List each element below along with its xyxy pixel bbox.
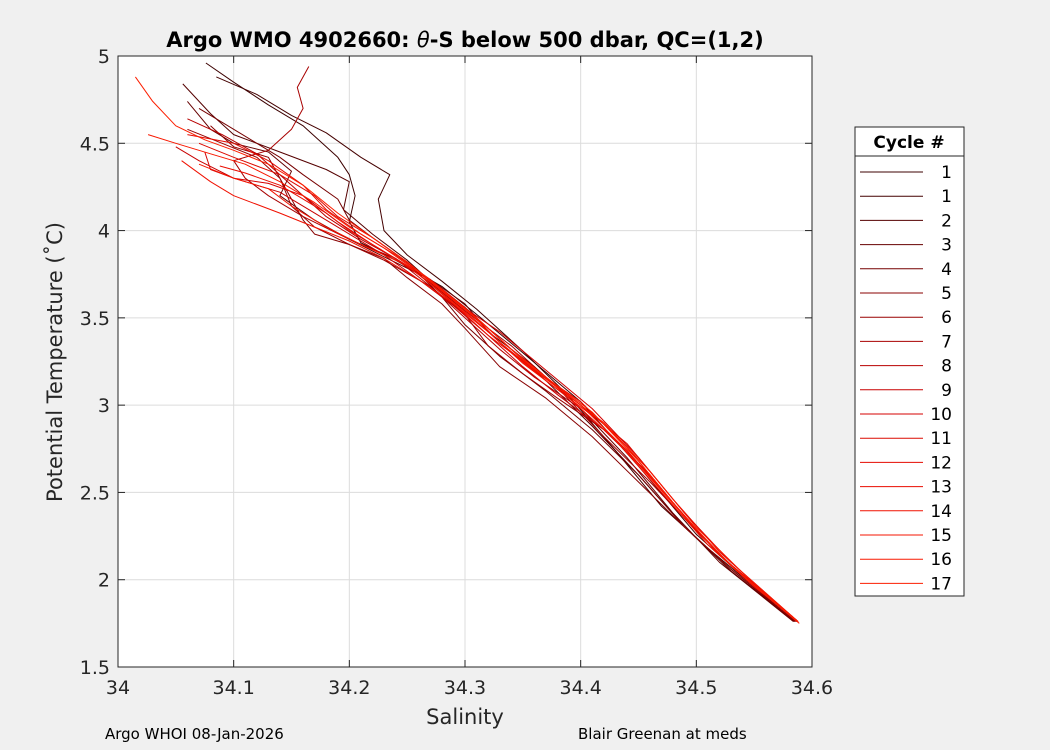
legend-label: 7 xyxy=(941,332,952,352)
legend-label: 1 xyxy=(941,163,952,183)
legend-label: 17 xyxy=(930,574,952,594)
title-theta-symbol: θ xyxy=(417,28,430,52)
x-axis: 34 34.1 34.2 34.3 34.4 34.5 34.6 xyxy=(106,56,833,699)
legend-label: 2 xyxy=(941,211,952,231)
y-tick-label: 4.5 xyxy=(80,133,110,155)
series-layer xyxy=(134,62,800,624)
y-tick-label: 1.5 xyxy=(80,657,110,679)
series-line-cycle-7 xyxy=(233,66,798,622)
series-line-cycle-15 xyxy=(198,163,799,622)
y-tick-label: 3.5 xyxy=(80,308,110,330)
legend-label: 13 xyxy=(930,478,952,498)
y-tick-label: 2 xyxy=(98,570,110,592)
footer-right: Blair Greenan at meds xyxy=(578,725,747,743)
legend-label: 9 xyxy=(941,381,952,401)
chart-title: Argo WMO 4902660: θ-S below 500 dbar, QC… xyxy=(166,28,763,52)
legend-label: 16 xyxy=(930,550,952,570)
title-prefix: Argo WMO 4902660: xyxy=(166,28,417,52)
footer-left: Argo WHOI 08-Jan-2026 xyxy=(105,725,284,743)
legend-label: 10 xyxy=(930,405,952,425)
y-tick-label: 2.5 xyxy=(80,482,110,504)
legend-label: 5 xyxy=(941,284,952,304)
legend-label: 11 xyxy=(930,429,952,449)
legend-label: 4 xyxy=(941,260,952,280)
legend-label: 15 xyxy=(930,526,952,546)
x-tick-label: 34.2 xyxy=(328,677,370,699)
series-line-cycle-16 xyxy=(147,134,799,622)
y-tick-label: 4 xyxy=(98,221,110,243)
x-axis-label: Salinity xyxy=(426,705,504,729)
series-line-cycle-17 xyxy=(134,76,800,624)
x-tick-label: 34.6 xyxy=(791,677,833,699)
x-tick-label: 34.4 xyxy=(560,677,602,699)
legend-label: 3 xyxy=(941,236,952,256)
y-tick-label: 3 xyxy=(98,395,110,417)
legend-label: 14 xyxy=(930,502,952,522)
legend-label: 1 xyxy=(941,187,952,207)
x-tick-label: 34 xyxy=(106,677,130,699)
y-axis-label: Potential Temperature (˚C) xyxy=(43,222,67,502)
x-tick-label: 34.5 xyxy=(675,677,717,699)
legend-title: Cycle # xyxy=(873,133,944,153)
legend-label: 6 xyxy=(941,308,952,328)
legend-label: 12 xyxy=(930,453,952,473)
series-line-cycle-14 xyxy=(181,160,799,622)
legend-label: 8 xyxy=(941,357,952,377)
y-axis: 1.5 2 2.5 3 3.5 4 4.5 5 xyxy=(80,46,812,679)
x-tick-label: 34.3 xyxy=(444,677,486,699)
series-line-cycle-1 xyxy=(216,76,795,622)
y-tick-label: 5 xyxy=(98,46,110,68)
x-tick-label: 34.1 xyxy=(213,677,255,699)
legend-box xyxy=(854,126,965,597)
title-suffix: -S below 500 dbar, QC=(1,2) xyxy=(430,28,764,52)
